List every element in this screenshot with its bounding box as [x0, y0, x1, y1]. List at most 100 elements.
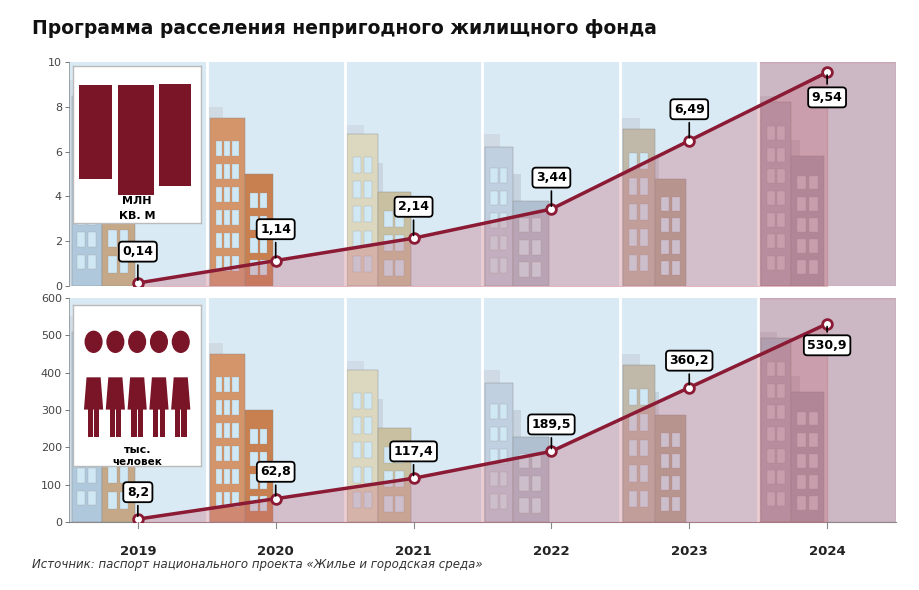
Bar [532, 476, 541, 491]
Bar [233, 492, 239, 507]
Bar [629, 178, 637, 195]
Bar [353, 182, 361, 198]
Bar [532, 218, 541, 232]
Bar [766, 362, 775, 376]
Bar [216, 187, 222, 202]
Bar [661, 433, 669, 447]
Bar [532, 499, 541, 513]
Bar [364, 163, 383, 286]
Bar [491, 191, 497, 205]
Bar [210, 118, 245, 286]
Bar [766, 126, 775, 140]
Bar [777, 256, 785, 270]
Bar [491, 472, 497, 487]
Bar [384, 447, 392, 463]
Bar [798, 218, 806, 232]
Bar [661, 476, 669, 490]
Bar [353, 157, 361, 173]
Bar [88, 143, 96, 157]
Bar [216, 210, 222, 225]
Text: 189,5: 189,5 [532, 418, 571, 448]
Bar [119, 204, 129, 221]
Bar [260, 496, 267, 511]
Bar [216, 423, 222, 438]
Bar [500, 236, 507, 251]
Bar [224, 400, 231, 415]
Bar [629, 153, 637, 169]
Bar [384, 471, 392, 487]
Bar [629, 204, 637, 221]
Bar [353, 467, 361, 483]
Bar [216, 256, 222, 271]
Bar [384, 496, 392, 512]
Bar [629, 230, 637, 246]
Bar [395, 471, 404, 487]
Bar [519, 476, 528, 491]
Bar [102, 392, 135, 522]
Bar [500, 174, 521, 286]
Bar [482, 134, 501, 286]
Bar [353, 206, 361, 222]
Bar [224, 141, 231, 156]
Bar [661, 454, 669, 468]
Bar [77, 468, 85, 483]
Bar [224, 377, 231, 392]
Bar [661, 218, 669, 232]
Bar [777, 376, 800, 522]
Bar [640, 230, 649, 246]
Bar [119, 414, 129, 431]
Bar [758, 298, 896, 522]
Bar [661, 197, 669, 211]
Bar [485, 383, 513, 522]
Bar [500, 449, 507, 464]
Bar [777, 427, 785, 441]
Text: 2,14: 2,14 [398, 200, 429, 235]
Bar [378, 192, 411, 286]
Bar [766, 148, 775, 162]
Bar [777, 362, 785, 376]
Text: 3,44: 3,44 [536, 171, 567, 206]
Bar [88, 401, 96, 415]
Bar [500, 410, 521, 522]
Bar [88, 165, 96, 179]
Bar [500, 472, 507, 487]
Bar [260, 474, 267, 489]
Bar [809, 197, 818, 211]
Bar [364, 418, 371, 434]
Bar [809, 412, 818, 425]
Bar [260, 215, 267, 230]
Bar [532, 240, 541, 255]
Bar [766, 470, 775, 484]
Bar [809, 475, 818, 489]
Bar [798, 260, 806, 274]
Bar [395, 260, 404, 276]
Bar [233, 187, 239, 202]
Bar [224, 233, 231, 248]
Bar [661, 497, 669, 512]
Bar [224, 492, 231, 507]
Bar [251, 496, 257, 511]
Bar [353, 491, 361, 508]
Bar [500, 494, 507, 509]
Bar [223, 140, 245, 286]
Bar [766, 448, 775, 463]
Bar [672, 261, 680, 276]
Bar [809, 496, 818, 510]
Bar [108, 492, 117, 509]
Text: 8,2: 8,2 [127, 486, 149, 516]
Bar [766, 212, 775, 227]
Bar [378, 428, 411, 522]
Bar [620, 354, 640, 522]
Bar [224, 423, 231, 438]
Bar [672, 433, 680, 447]
Bar [88, 255, 96, 270]
Bar [491, 494, 497, 509]
Bar [766, 405, 775, 419]
Bar [233, 446, 239, 461]
Bar [260, 429, 267, 444]
Bar [491, 168, 497, 183]
Bar [251, 238, 257, 253]
Bar [69, 316, 89, 522]
Bar [519, 218, 528, 232]
Bar [364, 467, 371, 483]
